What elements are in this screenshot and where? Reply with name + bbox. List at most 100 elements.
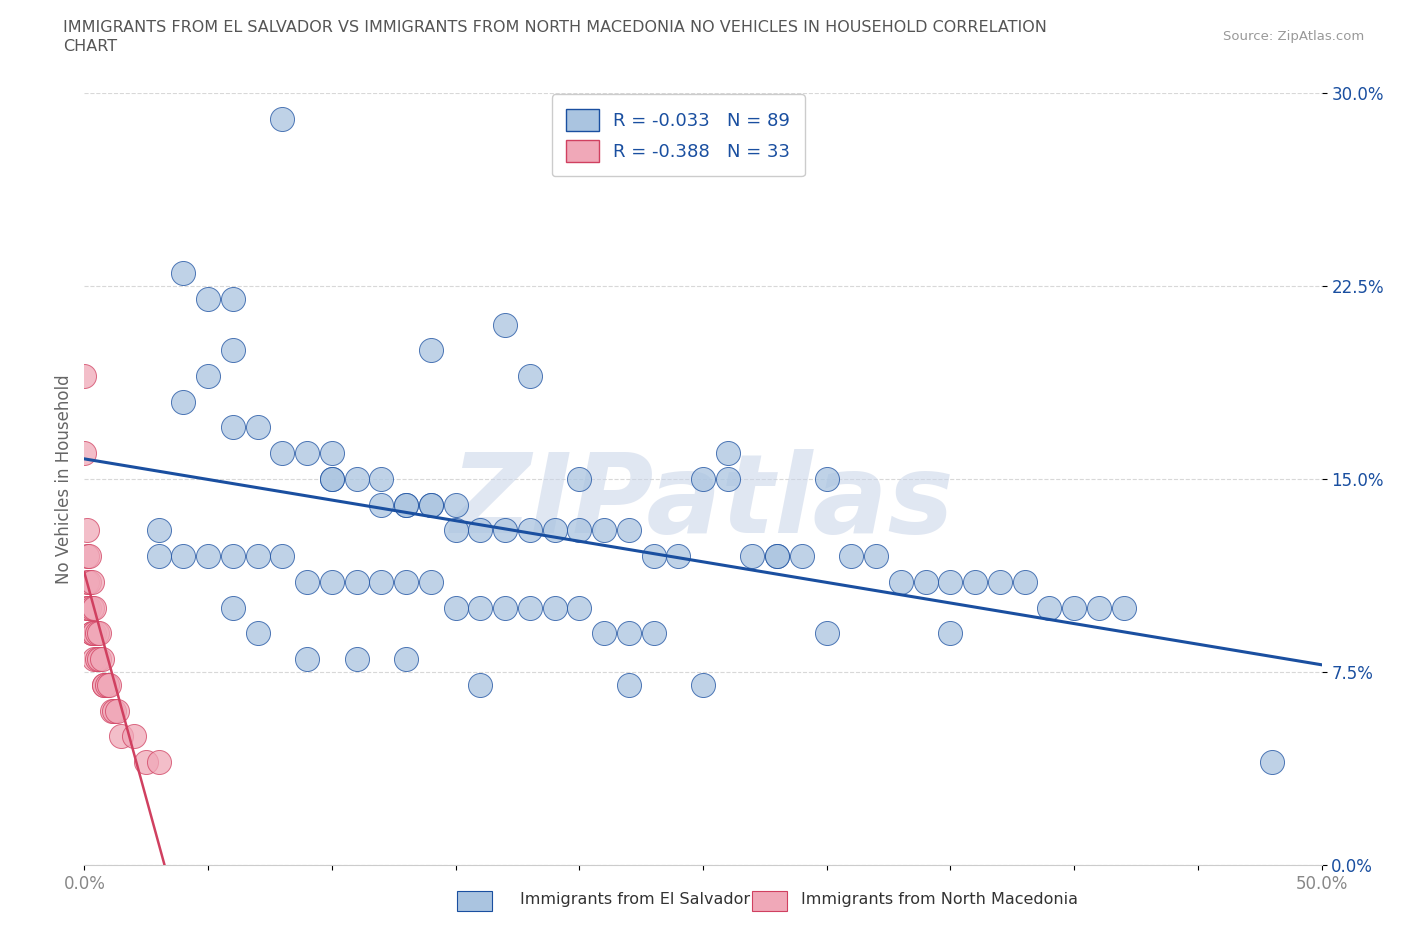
Text: IMMIGRANTS FROM EL SALVADOR VS IMMIGRANTS FROM NORTH MACEDONIA NO VEHICLES IN HO: IMMIGRANTS FROM EL SALVADOR VS IMMIGRANT… [63,20,1047,35]
Point [93,677,115,692]
Point [815,626,838,641]
Point [73,445,96,460]
Legend: R = -0.033   N = 89, R = -0.388   N = 33: R = -0.033 N = 89, R = -0.388 N = 33 [551,94,804,177]
Point [346,575,368,590]
Point [222,549,245,564]
Point [815,472,838,486]
Point [80,626,103,641]
Point [76,523,98,538]
Point [197,549,219,564]
Point [110,729,132,744]
Point [741,549,763,564]
Point [246,549,269,564]
Point [271,549,294,564]
Point [543,523,565,538]
Point [271,445,294,460]
Text: CHART: CHART [63,39,117,54]
Point [790,549,813,564]
Point [86,626,108,641]
Point [122,729,145,744]
Point [988,575,1011,590]
Point [717,472,740,486]
Point [148,754,170,769]
Point [73,368,96,383]
Point [395,575,418,590]
Point [76,600,98,615]
Point [543,600,565,615]
Point [617,523,640,538]
Point [76,549,98,564]
Point [643,549,665,564]
Point [519,600,541,615]
Point [89,652,111,667]
Point [444,523,467,538]
Point [1112,600,1135,615]
Point [568,472,591,486]
Point [295,652,318,667]
Point [346,472,368,486]
Point [1014,575,1036,590]
Point [470,677,492,692]
Point [96,677,118,692]
Point [568,600,591,615]
Text: ZIPatlas: ZIPatlas [451,448,955,555]
Point [841,549,863,564]
Point [494,600,516,615]
Point [419,498,441,512]
Point [76,600,98,615]
Point [419,575,441,590]
Point [766,549,789,564]
Point [519,368,541,383]
Point [470,523,492,538]
Point [80,575,103,590]
Point [321,575,343,590]
Point [90,652,112,667]
Point [83,626,105,641]
Point [419,498,441,512]
Text: Immigrants from North Macedonia: Immigrants from North Macedonia [801,892,1078,907]
Point [222,420,245,435]
Point [395,498,418,512]
Point [89,626,111,641]
Point [98,677,121,692]
Point [295,575,318,590]
Y-axis label: No Vehicles in Household: No Vehicles in Household [55,374,73,584]
Point [321,472,343,486]
Point [93,677,115,692]
Point [717,445,740,460]
Point [79,575,101,590]
Point [321,472,343,486]
Text: Immigrants from El Salvador: Immigrants from El Salvador [520,892,751,907]
Point [1088,600,1111,615]
Point [395,498,418,512]
Point [890,575,912,590]
Point [222,343,245,358]
Point [965,575,987,590]
Point [643,626,665,641]
Point [103,703,125,718]
Point [172,394,194,409]
Point [939,575,962,590]
Point [148,523,170,538]
Point [593,626,616,641]
Point [370,575,392,590]
Point [346,652,368,667]
Point [1261,754,1284,769]
Text: Source: ZipAtlas.com: Source: ZipAtlas.com [1223,30,1364,43]
Point [321,445,343,460]
Point [80,626,103,641]
Point [80,600,103,615]
Point [83,600,105,615]
Point [105,703,128,718]
Point [568,523,591,538]
Point [79,549,101,564]
Point [617,626,640,641]
Point [370,498,392,512]
Point [494,317,516,332]
Point [271,112,294,126]
Point [222,600,245,615]
Point [1063,600,1085,615]
Point [494,523,516,538]
Point [246,420,269,435]
Point [370,472,392,486]
